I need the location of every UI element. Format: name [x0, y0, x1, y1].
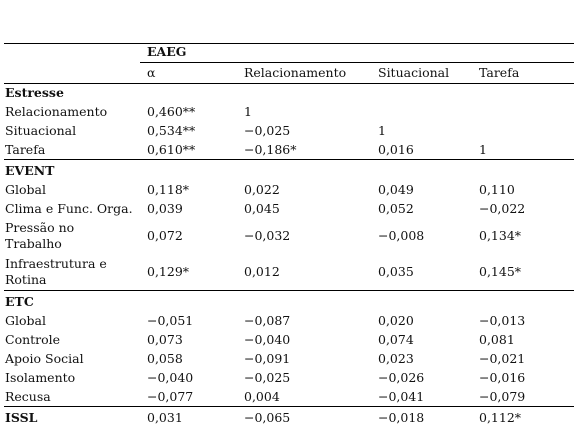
cell: −0,025	[244, 369, 291, 385]
cell: 0,074	[378, 331, 414, 347]
section-title: EVENT	[5, 162, 55, 178]
cell: 0,134*	[479, 228, 522, 243]
cell: −0,025	[244, 122, 291, 138]
cell: −0,008	[378, 228, 425, 243]
row-label: Pressão no Trabalho	[5, 220, 75, 251]
cell: −0,022	[479, 200, 526, 216]
cell: 0,145*	[479, 264, 522, 279]
rule	[4, 159, 574, 160]
row-label: Controle	[5, 331, 61, 347]
section-title: ETC	[5, 293, 34, 309]
cell: −0,018	[378, 409, 425, 425]
rule	[4, 290, 574, 291]
row-label: Global	[5, 181, 46, 197]
column-header: Tarefa	[479, 65, 520, 80]
cell: 1	[244, 103, 252, 119]
cell: 0,073	[147, 331, 183, 347]
cell: 0,052	[378, 200, 414, 216]
cell: 0,118*	[147, 181, 190, 197]
cell: −0,186*	[244, 141, 297, 157]
cell: −0,026	[378, 369, 425, 385]
cell: 0,610**	[147, 141, 196, 157]
cell: 1	[479, 141, 487, 157]
cell: 0,020	[378, 312, 414, 328]
cell: −0,016	[479, 369, 526, 385]
cell: −0,032	[244, 228, 291, 243]
section-title: Estresse	[5, 84, 64, 100]
cell: 0,039	[147, 200, 183, 216]
cell: 0,049	[378, 181, 414, 197]
cell: 0,045	[244, 200, 280, 216]
rule	[4, 83, 574, 84]
section-title: ISSL	[5, 409, 38, 425]
cell: −0,087	[244, 312, 291, 328]
column-header: α	[147, 65, 156, 80]
cell: −0,065	[244, 409, 291, 425]
row-label: Isolamento	[5, 369, 76, 385]
row-label: Clima e Func. Orga.	[5, 200, 133, 216]
cell: 0,058	[147, 350, 183, 366]
cell: 0,035	[378, 264, 414, 279]
cell: 0,031	[147, 409, 183, 425]
cell: 1	[378, 122, 386, 138]
cell: −0,051	[147, 312, 194, 328]
cell: 0,004	[244, 388, 280, 404]
row-label: Global	[5, 312, 46, 328]
cell: −0,077	[147, 388, 194, 404]
cell: −0,091	[244, 350, 291, 366]
cell: −0,079	[479, 388, 526, 404]
row-label: Infraestrutura e Rotina	[5, 256, 107, 287]
column-header: Situacional	[378, 65, 450, 80]
cell: −0,021	[479, 350, 526, 366]
cell: −0,040	[244, 331, 291, 347]
row-label: Situacional	[5, 122, 77, 138]
cell: −0,041	[378, 388, 425, 404]
cell: 0,072	[147, 228, 183, 243]
cell: 0,023	[378, 350, 414, 366]
row-label: Relacionamento	[5, 103, 108, 119]
cell: 0,112*	[479, 409, 522, 425]
cell: 0,110	[479, 181, 515, 197]
row-label: Tarefa	[5, 141, 46, 157]
cell: 0,016	[378, 141, 414, 157]
row-label: Apoio Social	[5, 350, 84, 366]
row-label: Recusa	[5, 388, 51, 404]
cell: −0,040	[147, 369, 194, 385]
rule	[4, 43, 574, 44]
cell: 0,534**	[147, 122, 196, 138]
cell: −0,013	[479, 312, 526, 328]
cell: 0,022	[244, 181, 280, 197]
cell: 0,129*	[147, 264, 190, 279]
cell: 0,081	[479, 331, 515, 347]
rule	[140, 62, 574, 63]
rule	[4, 406, 574, 407]
cell: 0,012	[244, 264, 280, 279]
column-header: Relacionamento	[244, 65, 347, 80]
cell: 0,460**	[147, 103, 196, 119]
group-header: EAEG	[147, 44, 187, 59]
